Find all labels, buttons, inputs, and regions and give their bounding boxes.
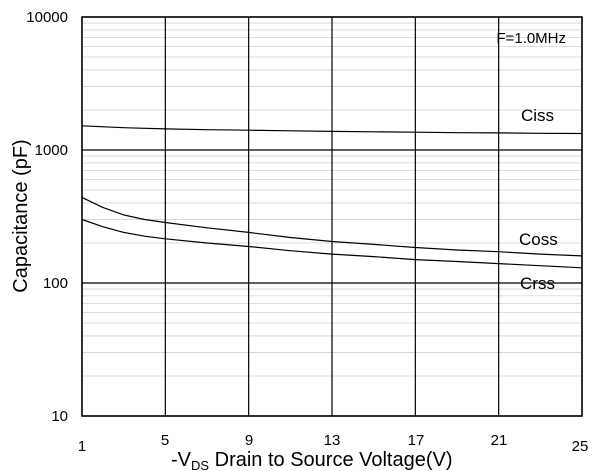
y-axis-title: Capacitance (pF)	[10, 139, 32, 292]
x-tick-label-9: 9	[245, 432, 253, 449]
series-line-crss	[81, 218, 583, 269]
y-tick-label-10: 10	[51, 408, 68, 425]
plot-frame	[81, 16, 583, 417]
x-axis-title: -VDS Drain to Source Voltage(V)	[171, 449, 453, 471]
series-line-ciss	[81, 125, 583, 135]
y-tick-label-10000: 10000	[26, 9, 68, 26]
x-tick-label-13: 13	[324, 432, 341, 449]
x-tick-label-17: 17	[408, 432, 425, 449]
x-axis-title-subscript: DS	[191, 458, 209, 471]
series-lines	[81, 125, 583, 269]
x-axis-title-suffix: Drain to Source Voltage(V)	[209, 449, 452, 471]
x-tick-label-21: 21	[491, 432, 508, 449]
series-label-coss: Coss	[519, 230, 558, 249]
x-tick-label-1: 1	[78, 438, 86, 455]
x-tick-label-25: 25	[572, 438, 589, 455]
series-label-crss: Crss	[520, 274, 555, 293]
series-line-coss	[81, 196, 583, 257]
y-tick-label-1000: 1000	[35, 142, 68, 159]
x-tick-label-5: 5	[161, 432, 169, 449]
x-axis-title-prefix: -V	[171, 449, 192, 471]
y-tick-label-100: 100	[43, 275, 68, 292]
frequency-annotation: F=1.0MHz	[496, 30, 566, 47]
grid	[81, 16, 583, 417]
series-label-ciss: Ciss	[521, 106, 554, 125]
